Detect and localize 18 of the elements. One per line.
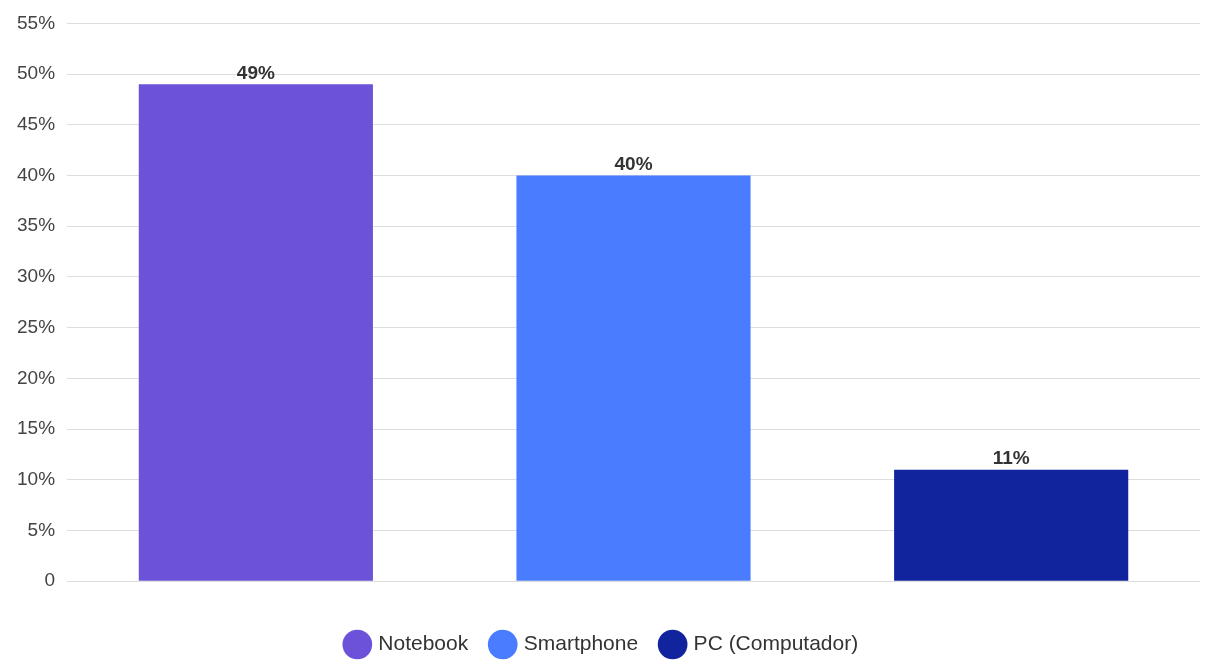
data-label: 40% xyxy=(614,153,653,175)
y-tick-label: 10% xyxy=(17,468,56,490)
y-tick-label: 50% xyxy=(17,62,56,84)
legend-label: Smartphone xyxy=(523,631,639,655)
y-tick-label: 45% xyxy=(17,113,56,135)
data-label: 49% xyxy=(236,61,275,83)
y-tick-label: 40% xyxy=(17,163,56,185)
y-tick-label: 0 xyxy=(44,569,56,591)
y-tick-label: 55% xyxy=(17,11,56,33)
legend-label: Notebook xyxy=(378,631,469,655)
legend-label: PC (Computador) xyxy=(693,631,859,655)
y-tick-label: 20% xyxy=(17,366,56,388)
y-tick-label: 35% xyxy=(17,214,56,236)
data-label: 11% xyxy=(992,447,1030,469)
y-tick-label: 30% xyxy=(17,265,56,287)
y-tick-label: 15% xyxy=(17,417,56,439)
y-tick-label: 25% xyxy=(17,315,56,337)
y-tick-label: 5% xyxy=(27,518,56,540)
